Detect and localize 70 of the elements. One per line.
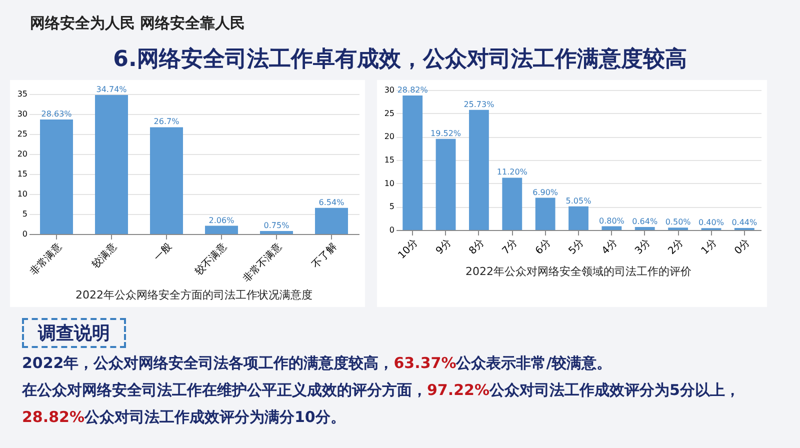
x-tick-label: 9分: [433, 236, 454, 257]
bar: [568, 206, 588, 230]
x-tick-label: 6分: [533, 236, 554, 257]
bar: [502, 178, 522, 230]
x-tick-label: 较不满意: [192, 240, 230, 278]
bar: [315, 208, 348, 234]
y-tick-label: 15: [17, 170, 28, 178]
x-tick-label: 4分: [599, 236, 620, 257]
data-label: 28.82%: [397, 86, 428, 95]
x-tick-label: 较满意: [90, 240, 120, 270]
data-label: 0.44%: [732, 218, 758, 227]
data-label: 34.74%: [96, 85, 128, 94]
y-tick-label: 0: [22, 230, 28, 238]
data-label: 0.64%: [632, 217, 658, 226]
text: 2022年，公众对网络安全司法各项工作的满意度较高，63.37%公众表示非常/较满意。: [22, 354, 612, 372]
data-label: 0.40%: [698, 218, 724, 228]
y-tick-label: 30: [384, 86, 394, 94]
x-tick-label: 8分: [466, 236, 487, 257]
data-label: 0.50%: [665, 218, 692, 227]
y-tick-label: 20: [384, 132, 394, 142]
bar: [150, 127, 183, 234]
x-tick-label: 1分: [698, 236, 720, 257]
bar: [602, 226, 622, 230]
bar: [469, 110, 489, 230]
x-tick-label: 3分: [632, 236, 653, 257]
data-label: 26.7%: [154, 117, 180, 126]
bar: [95, 95, 128, 234]
text: 2022年公众对网络安全领域的司法工作的评价: [466, 265, 692, 278]
text: 2022年公众网络安全方面的司法工作状况满意度: [76, 288, 312, 302]
text: 6.网络安全司法工作卓有成效，公众对司法工作满意度较高: [112, 46, 688, 74]
x-tick-label: 非常不满意: [240, 240, 284, 285]
y-tick-label: 25: [17, 130, 28, 138]
x-tick-label: 2分: [666, 236, 686, 257]
bar: [402, 96, 423, 230]
data-label: 19.52%: [430, 128, 462, 138]
text: 在公众对网络安全司法工作在维护公平正义成效的评分方面，97.22%公众对司法工作成效评分为5分以上，28.82%公众对司法工作成效评分为满分10分。: [22, 381, 740, 426]
dashed-frame: 调查说明: [22, 318, 126, 348]
y-tick-label: 10: [384, 178, 394, 188]
y-tick-label: 10: [17, 190, 28, 198]
y-tick-label: 5: [389, 202, 394, 212]
bar: [205, 226, 238, 234]
x-tick-label: 不了解: [310, 242, 340, 270]
data-label: 25.73%: [464, 100, 495, 109]
data-label: 2.06%: [208, 216, 235, 225]
data-label: 6.54%: [318, 198, 345, 207]
x-tick-label: 非常满意: [28, 240, 64, 278]
x-tick-label: 0分: [732, 236, 752, 257]
y-tick-label: 20: [17, 150, 28, 158]
y-tick-label: 15: [384, 156, 394, 164]
bar: [260, 231, 293, 234]
y-tick-label: 35: [17, 90, 28, 98]
data-label: 5.05%: [566, 196, 592, 206]
y-tick-label: 5: [22, 210, 28, 218]
bar: [535, 198, 556, 230]
text: 网络安全为人民 网络安全靠人民: [30, 14, 246, 33]
x-tick-label: 7分: [500, 236, 520, 257]
bar: [634, 227, 655, 230]
data-label: 6.90%: [532, 188, 558, 197]
data-label: 0.75%: [264, 221, 290, 230]
bar: [436, 138, 456, 230]
data-label: 0.80%: [598, 216, 625, 226]
x-tick-label: 10分: [396, 236, 420, 262]
y-tick-label: 25: [384, 108, 394, 118]
bar: [40, 119, 73, 234]
x-tick-label: 一般: [152, 242, 174, 264]
data-label: 28.63%: [41, 109, 72, 118]
x-tick-label: 5分: [566, 236, 586, 257]
data-label: 11.20%: [496, 168, 528, 177]
y-tick-label: 30: [17, 110, 28, 118]
y-tick-label: 0: [389, 226, 394, 234]
